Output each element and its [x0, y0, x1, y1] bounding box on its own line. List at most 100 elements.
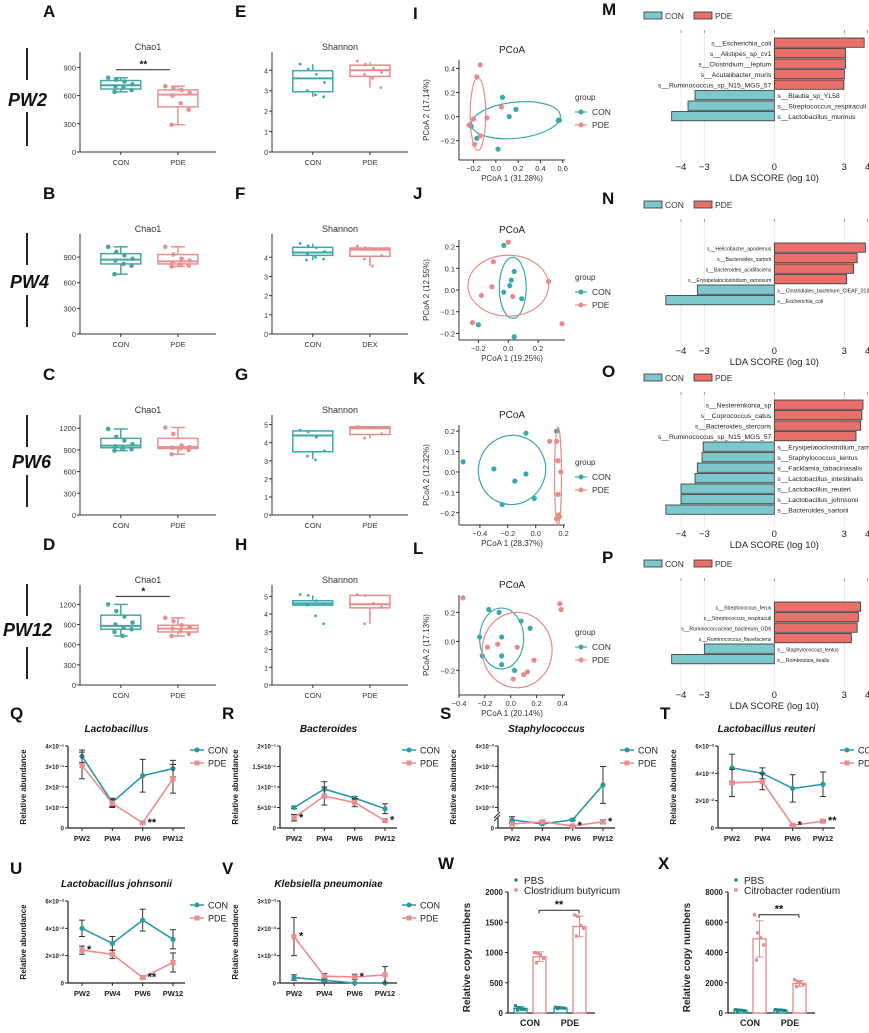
y-tick-label: 4000	[705, 949, 723, 958]
y-tick-label: 0.2	[445, 243, 455, 252]
panel-label-w: W	[438, 854, 455, 873]
data-point	[109, 940, 115, 946]
x-tick-label: PDE	[561, 1018, 580, 1028]
y-tick-label: 4	[264, 68, 268, 75]
legend-label: CON	[665, 11, 684, 21]
y-tick-label: 4×10⁻²	[695, 771, 714, 778]
legend-label: CON	[208, 746, 228, 756]
box	[292, 430, 334, 453]
lda-bar	[694, 90, 775, 101]
linechart-v: Klebsiella pneumoniae 0 1×10⁻³ 2×10⁻³ 3×10⁻³…	[231, 879, 440, 998]
x-tick-label: PW4	[316, 989, 333, 998]
data-point	[323, 602, 326, 605]
y-tick-label: 0.0	[445, 286, 455, 295]
data-point	[379, 86, 383, 90]
y-tick-label: 1200	[59, 600, 76, 609]
bar-label: s__Erysipelatoclostridium_ramosum	[688, 278, 771, 284]
box-con	[100, 426, 142, 453]
panel-label-c: C	[43, 365, 56, 384]
y-tick-label: 0.2	[445, 427, 455, 436]
y-tick-label: 2000	[485, 888, 503, 897]
box-con	[292, 62, 334, 99]
legend-swatch	[693, 11, 713, 20]
data-point	[515, 1008, 520, 1012]
legend-label: PDE	[715, 559, 733, 569]
data-point	[355, 593, 359, 596]
x-tick-label: DEX	[362, 340, 377, 349]
y-tick-label: 4	[264, 255, 268, 262]
y-tick-label: 4×10⁻³	[475, 744, 494, 751]
data-point	[122, 438, 127, 443]
y-tick-label: 0.4	[445, 64, 455, 73]
x-tick-label: PDE	[362, 521, 377, 530]
legend-swatch	[693, 200, 713, 209]
y-tick-label: −0.2	[440, 666, 455, 675]
legend-label: PDE	[420, 914, 439, 924]
data-point	[460, 459, 466, 465]
lda-m: CON PDE −4 −3 0 3 4 LDA SCORE (log 10) s__Escher…	[643, 11, 869, 184]
data-point	[382, 972, 388, 978]
data-point	[169, 122, 174, 128]
data-point	[315, 435, 318, 439]
data-point	[121, 624, 126, 630]
legend-marker	[194, 902, 200, 908]
y-tick-label: 3	[264, 459, 268, 466]
x-tick-label: CON	[112, 691, 129, 700]
data-point	[510, 293, 516, 300]
x-tick-label: PW6	[347, 834, 363, 843]
y-tick-label: 0	[711, 827, 715, 833]
panel-label-h: H	[235, 535, 248, 554]
legend-label: CON	[592, 287, 611, 297]
significance-stars: **	[139, 60, 147, 71]
data-point	[322, 95, 325, 99]
data-point	[306, 244, 310, 248]
series-line	[293, 976, 385, 984]
y-tick-label: 3×10⁻¹	[45, 764, 64, 771]
data-point	[105, 602, 111, 607]
legend-label: CON	[592, 642, 611, 652]
significance-stars: *	[360, 971, 365, 983]
x-tick-label: −0.2	[466, 164, 481, 173]
x-tick-label: −4	[676, 346, 687, 357]
y-tick-label: 0	[264, 150, 268, 157]
x-tick-label: 4	[865, 162, 869, 173]
row-bracket-top-pw6	[26, 415, 28, 447]
x-tick-label: 0.0	[505, 699, 515, 708]
bar-label: s__Streptococcus_ferus	[716, 605, 772, 611]
data-point	[509, 817, 515, 823]
y-tick-label: 300	[63, 661, 76, 670]
data-point	[758, 935, 763, 939]
data-point	[171, 618, 176, 624]
panel-label-e: E	[235, 2, 247, 21]
panel-label-a: A	[43, 2, 56, 21]
series-pde	[466, 62, 504, 151]
legend-label: CON	[858, 746, 869, 756]
x-tick-label: PDE	[170, 340, 185, 349]
legend-marker	[194, 915, 200, 921]
data-point	[518, 618, 524, 624]
series-line	[293, 936, 386, 978]
data-point	[109, 800, 115, 806]
data-point	[113, 444, 118, 449]
row-bracket-top-pw4	[26, 233, 28, 265]
data-point	[798, 981, 803, 985]
lda-bar	[773, 410, 863, 421]
y-tick-label: 4	[264, 441, 268, 448]
legend-swatch	[643, 559, 663, 568]
data-point	[472, 141, 478, 147]
legend: CON PDE	[643, 200, 733, 210]
data-point	[170, 959, 176, 966]
y-tick-label: 0	[72, 681, 76, 690]
x-axis-label: PCoA 1 (28.37%)	[481, 539, 543, 548]
data-point	[112, 89, 117, 95]
data-point	[291, 815, 297, 821]
y-tick-label: 300	[63, 120, 76, 129]
y-axis-label: Relative abundance	[19, 749, 28, 825]
data-point	[499, 661, 505, 668]
data-point	[186, 107, 192, 112]
confidence-ellipse	[477, 434, 547, 506]
data-point	[187, 258, 192, 263]
chart-title: Chao1	[135, 42, 162, 52]
x-tick-label: 0.0	[491, 164, 501, 173]
